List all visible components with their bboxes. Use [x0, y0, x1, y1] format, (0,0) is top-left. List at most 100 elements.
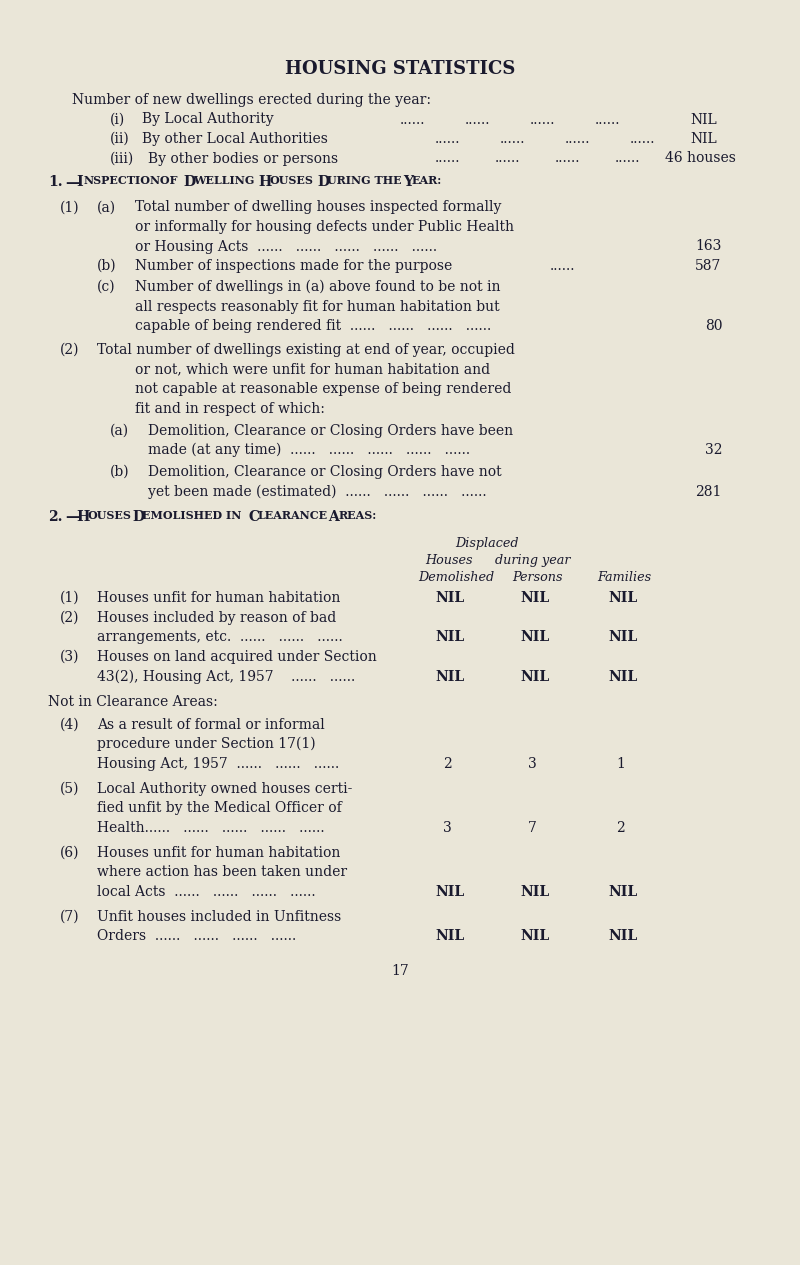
Text: Health......   ......   ......   ......   ......: Health...... ...... ...... ...... ......: [97, 821, 325, 835]
Text: Not in Clearance Areas:: Not in Clearance Areas:: [48, 694, 218, 708]
Text: EMOLISHED IN: EMOLISHED IN: [142, 510, 242, 520]
Text: Total number of dwelling houses inspected formally: Total number of dwelling houses inspecte…: [135, 200, 502, 215]
Text: Number of dwellings in (a) above found to be not in: Number of dwellings in (a) above found t…: [135, 280, 501, 295]
Text: By Local Authority: By Local Authority: [142, 113, 274, 126]
Text: 3: 3: [528, 756, 537, 770]
Text: 80: 80: [705, 319, 722, 333]
Text: ......: ......: [565, 132, 590, 145]
Text: 2.: 2.: [48, 510, 62, 524]
Text: 1.: 1.: [48, 176, 62, 190]
Text: D: D: [128, 510, 146, 524]
Text: WELLING: WELLING: [193, 176, 254, 186]
Text: C: C: [244, 510, 260, 524]
Text: or not, which were unfit for human habitation and: or not, which were unfit for human habit…: [135, 363, 490, 377]
Text: Houses unfit for human habitation: Houses unfit for human habitation: [97, 591, 340, 605]
Text: 2: 2: [616, 821, 625, 835]
Text: 1: 1: [616, 756, 625, 770]
Text: Housing Act, 1957  ......   ......   ......: Housing Act, 1957 ...... ...... ......: [97, 756, 339, 770]
Text: or Housing Acts  ......   ......   ......   ......   ......: or Housing Acts ...... ...... ...... ...…: [135, 239, 437, 253]
Text: I: I: [76, 176, 82, 190]
Text: ......: ......: [465, 113, 490, 126]
Text: (3): (3): [60, 650, 79, 664]
Text: NIL: NIL: [520, 669, 549, 683]
Text: capable of being rendered fit  ......   ......   ......   ......: capable of being rendered fit ...... ...…: [135, 319, 491, 333]
Text: NIL: NIL: [435, 669, 464, 683]
Text: ......: ......: [500, 132, 526, 145]
Text: (1): (1): [60, 591, 80, 605]
Text: NIL: NIL: [608, 630, 637, 644]
Text: NIL: NIL: [520, 591, 549, 605]
Text: yet been made (estimated)  ......   ......   ......   ......: yet been made (estimated) ...... ...... …: [148, 484, 486, 498]
Text: Demolished: Demolished: [418, 571, 494, 583]
Text: A: A: [324, 510, 340, 524]
Text: ......: ......: [615, 152, 641, 166]
Text: Houses: Houses: [425, 554, 473, 567]
Text: 2: 2: [443, 756, 452, 770]
Text: H: H: [254, 176, 272, 190]
Text: 281: 281: [695, 484, 722, 498]
Text: 3: 3: [443, 821, 452, 835]
Text: Demolition, Clearance or Closing Orders have been: Demolition, Clearance or Closing Orders …: [148, 424, 513, 438]
Text: Displaced: Displaced: [455, 536, 518, 549]
Text: ......: ......: [550, 259, 575, 273]
Text: NIL: NIL: [520, 630, 549, 644]
Text: not capable at reasonable expense of being rendered: not capable at reasonable expense of bei…: [135, 382, 511, 396]
Text: Total number of dwellings existing at end of year, occupied: Total number of dwellings existing at en…: [97, 343, 515, 357]
Text: (b): (b): [97, 259, 117, 273]
Text: NIL: NIL: [435, 591, 464, 605]
Text: local Acts  ......   ......   ......   ......: local Acts ...... ...... ...... ......: [97, 884, 316, 898]
Text: ......: ......: [630, 132, 655, 145]
Text: 587: 587: [695, 259, 722, 273]
Text: (i): (i): [110, 113, 126, 126]
Text: ......: ......: [435, 152, 461, 166]
Text: (a): (a): [110, 424, 129, 438]
Text: NIL: NIL: [435, 929, 464, 942]
Text: Houses on land acquired under Section: Houses on land acquired under Section: [97, 650, 377, 664]
Text: 17: 17: [391, 964, 409, 978]
Text: 43(2), Housing Act, 1957    ......   ......: 43(2), Housing Act, 1957 ...... ......: [97, 669, 355, 684]
Text: procedure under Section 17(1): procedure under Section 17(1): [97, 737, 316, 751]
Text: NIL: NIL: [520, 884, 549, 898]
Text: EAR:: EAR:: [412, 176, 442, 186]
Text: 32: 32: [705, 443, 722, 457]
Text: OF: OF: [156, 176, 178, 186]
Text: ......: ......: [495, 152, 521, 166]
Text: LEARANCE: LEARANCE: [258, 510, 328, 520]
Text: (7): (7): [60, 910, 80, 923]
Text: all respects reasonably fit for human habitation but: all respects reasonably fit for human ha…: [135, 300, 500, 314]
Text: Orders  ......   ......   ......   ......: Orders ...... ...... ...... ......: [97, 929, 296, 942]
Text: Families: Families: [597, 571, 651, 583]
Text: (ii): (ii): [110, 132, 130, 145]
Text: NIL: NIL: [608, 669, 637, 683]
Text: (c): (c): [97, 280, 116, 293]
Text: NIL: NIL: [520, 929, 549, 942]
Text: Demolition, Clearance or Closing Orders have not: Demolition, Clearance or Closing Orders …: [148, 466, 502, 479]
Text: where action has been taken under: where action has been taken under: [97, 865, 347, 879]
Text: (1): (1): [60, 200, 80, 215]
Text: By other Local Authorities: By other Local Authorities: [142, 132, 328, 145]
Text: By other bodies or persons: By other bodies or persons: [148, 152, 338, 166]
Text: arrangements, etc.  ......   ......   ......: arrangements, etc. ...... ...... ......: [97, 630, 342, 644]
Text: (4): (4): [60, 717, 80, 731]
Text: As a result of formal or informal: As a result of formal or informal: [97, 717, 325, 731]
Text: NIL: NIL: [690, 113, 717, 126]
Text: OUSES: OUSES: [270, 176, 314, 186]
Text: (2): (2): [60, 611, 79, 625]
Text: during year: during year: [495, 554, 570, 567]
Text: NIL: NIL: [690, 132, 717, 145]
Text: (b): (b): [110, 466, 130, 479]
Text: NIL: NIL: [608, 929, 637, 942]
Text: NIL: NIL: [608, 591, 637, 605]
Text: URING THE: URING THE: [327, 176, 402, 186]
Text: Houses included by reason of bad: Houses included by reason of bad: [97, 611, 336, 625]
Text: 163: 163: [695, 239, 722, 253]
Text: Unfit houses included in Unfitness: Unfit houses included in Unfitness: [97, 910, 342, 923]
Text: HOUSING STATISTICS: HOUSING STATISTICS: [285, 59, 515, 78]
Text: NIL: NIL: [435, 630, 464, 644]
Text: Number of inspections made for the purpose: Number of inspections made for the purpo…: [135, 259, 452, 273]
Text: NIL: NIL: [608, 884, 637, 898]
Text: ......: ......: [555, 152, 581, 166]
Text: REAS:: REAS:: [339, 510, 378, 520]
Text: 46 houses: 46 houses: [665, 152, 736, 166]
Text: (5): (5): [60, 782, 79, 796]
